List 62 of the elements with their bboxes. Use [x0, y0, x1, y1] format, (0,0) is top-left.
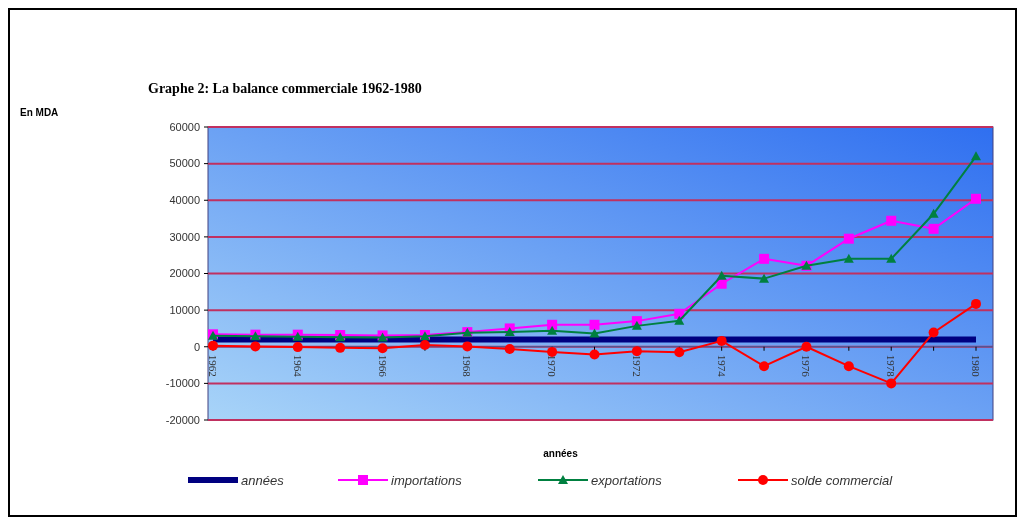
chart-title: Graphe 2: La balance commerciale 1962-1980	[148, 81, 422, 96]
point	[843, 361, 854, 372]
point	[547, 325, 558, 335]
y-tick-label: -20000	[165, 413, 200, 426]
point	[504, 343, 515, 354]
x-tick-label: 1970	[546, 354, 559, 378]
point	[589, 328, 600, 338]
x-tick-label: 1978	[885, 354, 898, 378]
point	[250, 341, 261, 352]
x-tick-label: 1972	[630, 354, 643, 377]
x-tick-label: 1964	[291, 354, 304, 378]
point	[716, 270, 727, 280]
text: En MDA	[20, 107, 59, 118]
point	[504, 327, 515, 337]
x-tick-label: 1980	[970, 354, 982, 378]
point	[886, 253, 897, 263]
x-tick-label: 1966	[376, 354, 389, 378]
point	[631, 346, 642, 357]
x-tick-label: 1974	[715, 354, 728, 378]
point	[928, 208, 939, 218]
point	[843, 233, 854, 244]
y-tick-label: 50000	[169, 157, 200, 170]
point	[292, 342, 303, 353]
point	[928, 223, 939, 234]
point	[335, 342, 346, 353]
y-tick-label: 0	[193, 340, 200, 353]
point	[886, 215, 897, 226]
x-tick-label: 1962	[207, 354, 219, 377]
legend-label: exportations	[591, 472, 663, 488]
legend-label: années	[241, 472, 285, 488]
y-tick-label: 40000	[169, 194, 200, 207]
point	[589, 349, 600, 360]
point	[419, 339, 430, 350]
point	[928, 327, 939, 338]
point	[589, 319, 600, 330]
point	[674, 315, 685, 325]
point	[759, 253, 770, 264]
x-tick-label: 1976	[800, 354, 813, 378]
point	[377, 343, 388, 354]
legend-label: solde commercial	[791, 472, 894, 488]
legend-label: importations	[391, 472, 463, 488]
point	[886, 378, 897, 389]
point	[716, 335, 727, 346]
point	[759, 361, 770, 372]
y-tick-label: -10000	[165, 377, 200, 390]
y-tick-label: 30000	[169, 230, 200, 243]
point	[547, 346, 558, 357]
point	[971, 151, 981, 161]
point	[674, 347, 685, 358]
point	[843, 253, 854, 263]
x-axis-title: années	[543, 448, 579, 459]
point	[462, 341, 473, 352]
y-tick-label: 10000	[169, 303, 200, 316]
point	[971, 193, 981, 204]
point	[208, 340, 218, 351]
point	[971, 298, 981, 309]
point	[759, 273, 770, 283]
y-tick-label: 20000	[169, 267, 200, 280]
point	[801, 341, 812, 352]
point	[631, 320, 642, 330]
y-tick-label: 60000	[169, 120, 200, 133]
x-tick-label: 1968	[461, 354, 474, 378]
